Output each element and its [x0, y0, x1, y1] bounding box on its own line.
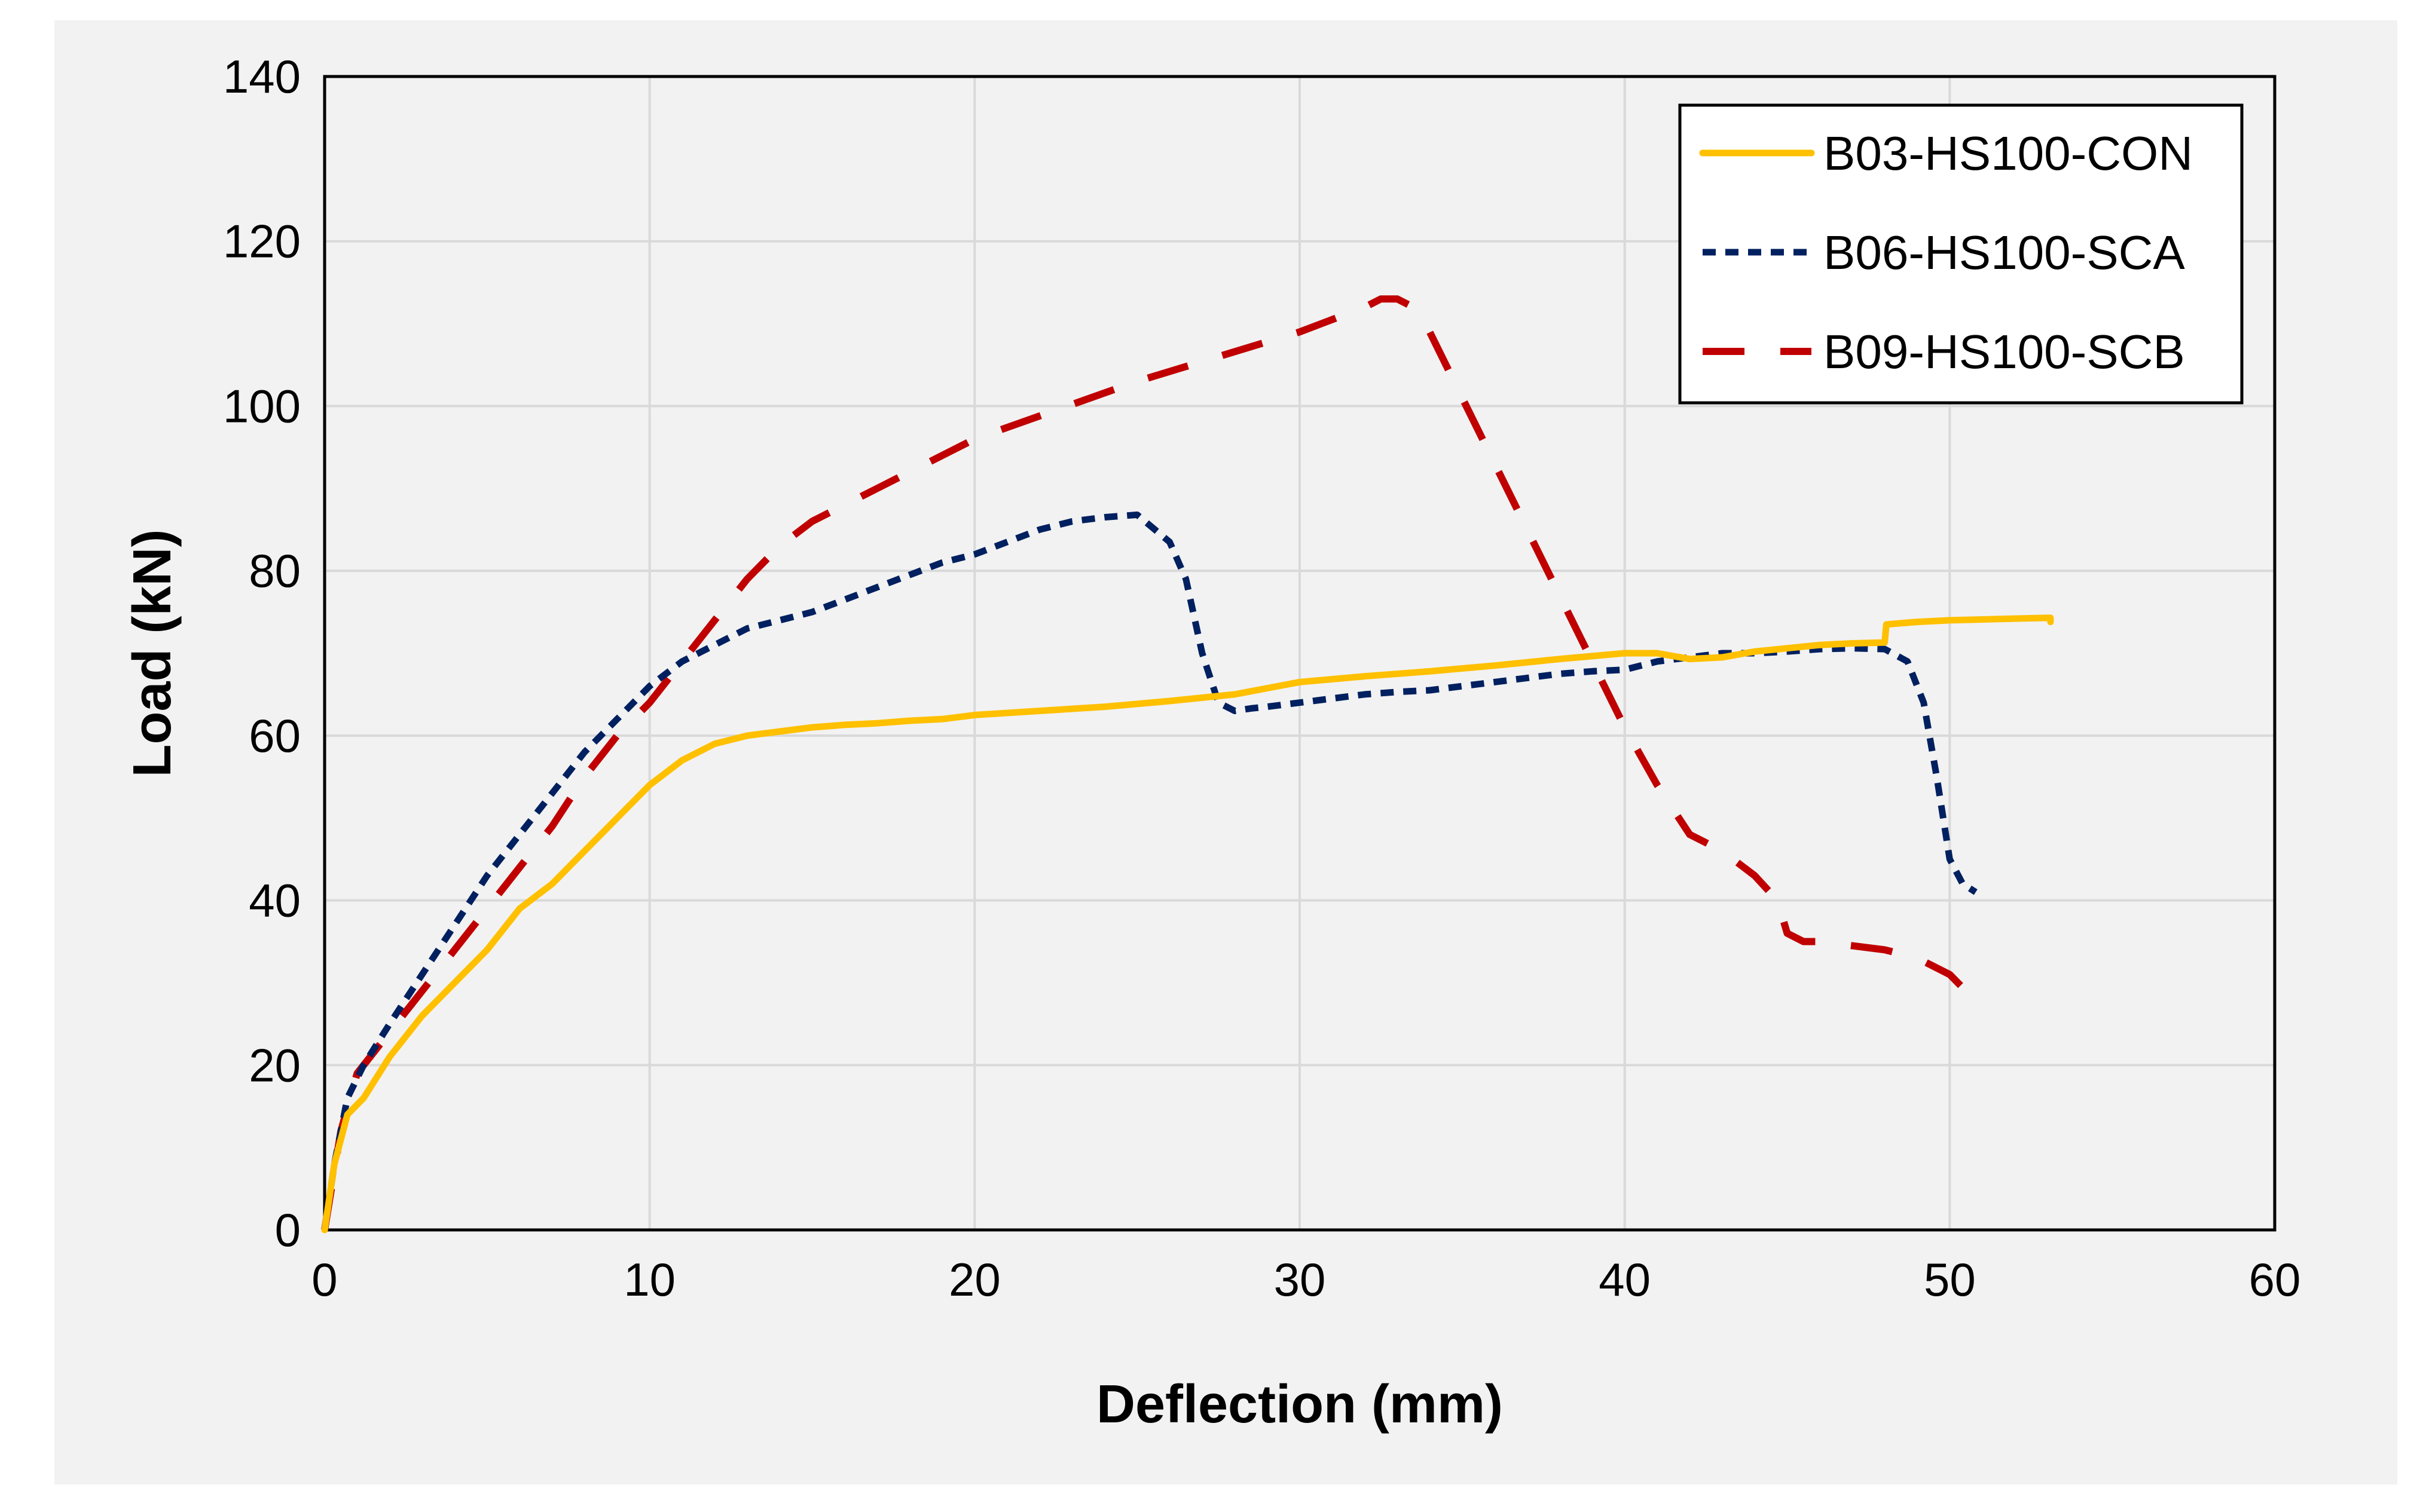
- y-axis-title: Load (kN): [123, 529, 182, 778]
- plot-area-border: [323, 75, 2277, 1232]
- legend: B03-HS100-CON B06-HS100-SCA B09-HS100-SCB: [1678, 103, 2244, 405]
- y-tick-label: 0: [275, 1204, 301, 1256]
- x-tick-label: 10: [624, 1253, 676, 1306]
- y-tick-label: 140: [223, 50, 301, 103]
- legend-label: B06-HS100-SCA: [1823, 226, 2185, 279]
- y-tick-label: 20: [249, 1039, 301, 1091]
- series-lines: [321, 295, 2054, 1234]
- legend-label: B03-HS100-CON: [1823, 127, 2193, 180]
- series-line-b09-hs100-scb: [321, 295, 1984, 1231]
- x-tick-label: 50: [1924, 1253, 1976, 1306]
- x-axis-title: Deflection (mm): [1096, 1375, 1503, 1434]
- x-tick-label: 30: [1274, 1253, 1326, 1306]
- y-tick-label: 120: [223, 215, 301, 268]
- y-tick-label: 100: [223, 379, 301, 432]
- x-tick-label: 40: [1599, 1253, 1651, 1306]
- x-tick-label: 0: [311, 1253, 337, 1306]
- series-line-b06-hs100-sca: [321, 511, 1978, 1231]
- series-line-b03-hs100-con: [321, 614, 2054, 1234]
- x-axis-ticks: 0 10 20 30 40 50 60: [311, 1253, 2300, 1306]
- y-tick-label: 60: [249, 709, 301, 762]
- y-tick-label: 40: [249, 874, 301, 927]
- legend-label: B09-HS100-SCB: [1823, 325, 2185, 378]
- y-tick-label: 80: [249, 544, 301, 597]
- y-axis-ticks: 0 20 40 60 80 100 120 140: [223, 50, 301, 1256]
- x-tick-label: 60: [2249, 1253, 2301, 1306]
- x-tick-label: 20: [949, 1253, 1001, 1306]
